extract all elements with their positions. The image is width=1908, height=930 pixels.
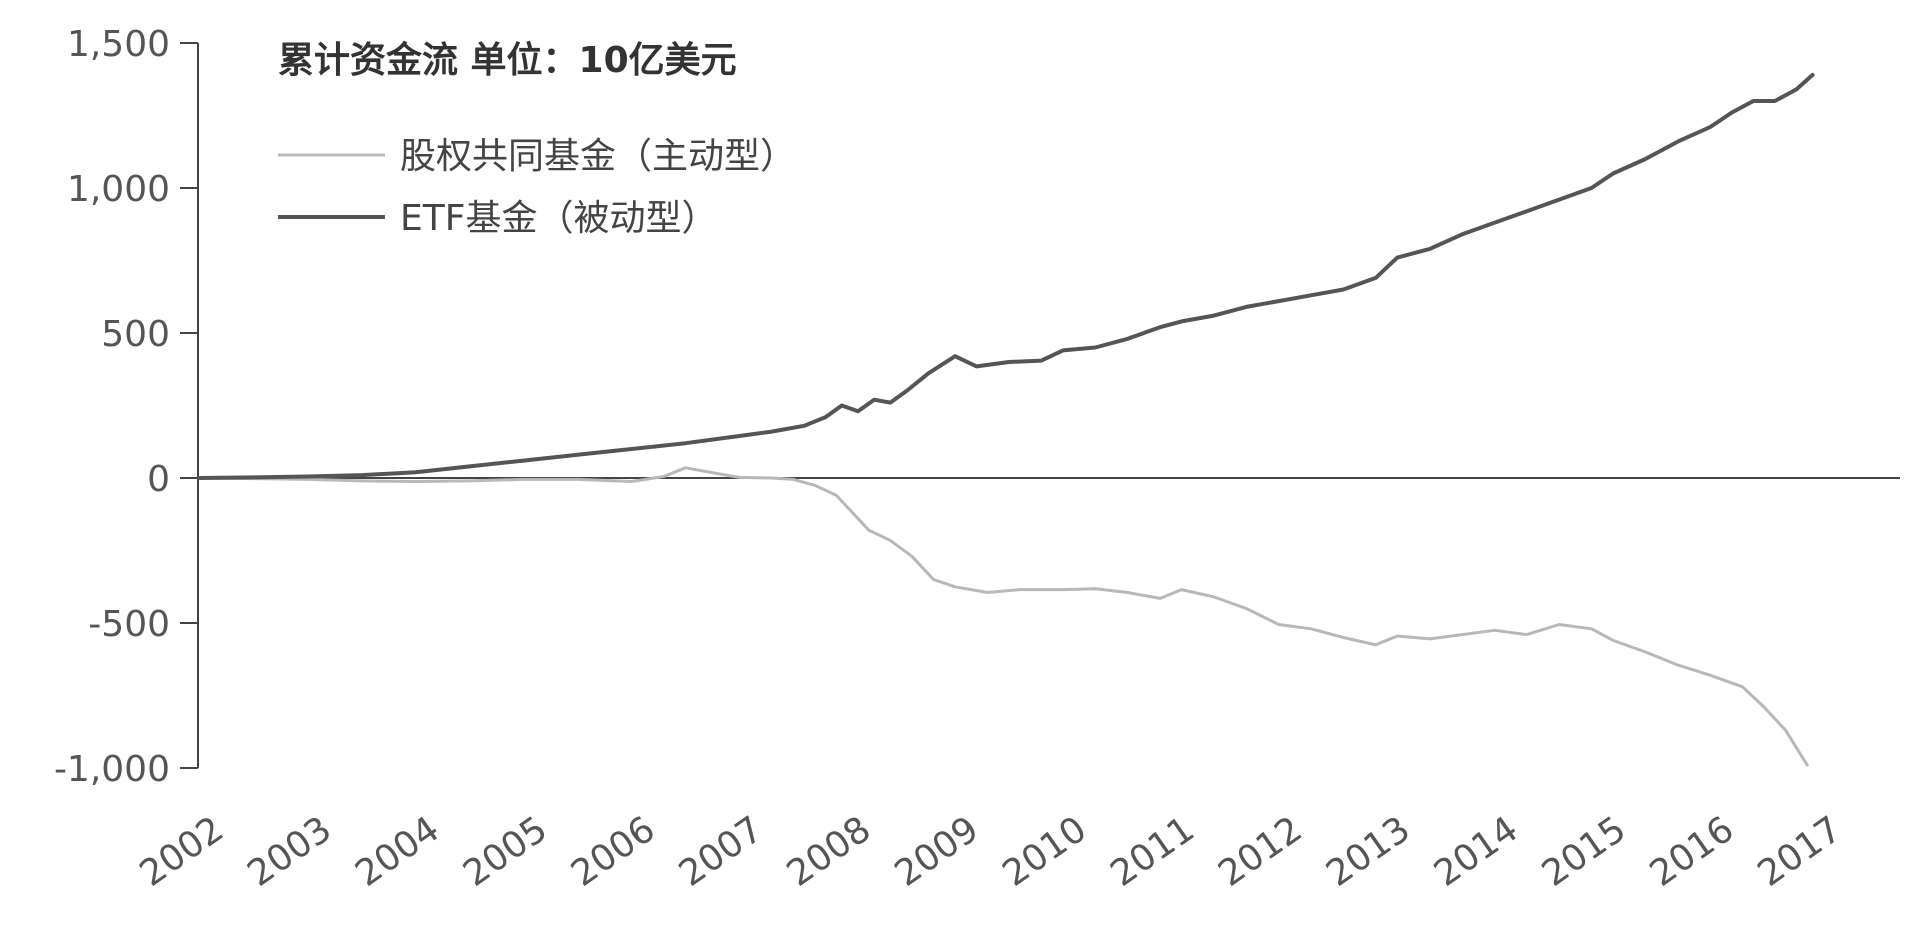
legend-label-active: 股权共同基金（主动型） — [400, 136, 796, 177]
x-tick-label: 2008 — [780, 809, 879, 895]
y-tick-label: -1,000 — [54, 749, 170, 790]
y-tick-label: 500 — [101, 314, 170, 355]
y-tick-label: 1,000 — [67, 169, 170, 210]
x-tick-label: 2004 — [348, 809, 447, 895]
series-layer — [198, 72, 1815, 767]
x-tick-label: 2017 — [1751, 809, 1850, 895]
x-tick-label: 2003 — [240, 809, 339, 895]
x-tick-label: 2010 — [996, 809, 1095, 895]
y-tick-label: 1,500 — [67, 24, 170, 65]
legend: 累计资金流 单位：10亿美元 股权共同基金（主动型） ETF基金（被动型） — [278, 39, 796, 239]
y-tick-label: 0 — [147, 459, 170, 500]
y-tick-label: -500 — [88, 604, 170, 645]
series-line-etf — [198, 72, 1815, 480]
y-axis-ticks: 1,500 1,000 500 0 -500 -1,000 — [54, 24, 198, 790]
x-tick-label: 2011 — [1103, 809, 1202, 895]
x-axis-ticks: 2002 2003 2004 2005 2006 2007 2008 2009 2010 2011… — [133, 809, 1850, 895]
x-tick-label: 2014 — [1427, 809, 1526, 895]
x-tick-label: 2013 — [1319, 809, 1418, 895]
x-tick-label: 2016 — [1643, 809, 1742, 895]
chart-title: 累计资金流 单位：10亿美元 — [278, 39, 737, 81]
x-tick-label: 2012 — [1211, 809, 1310, 895]
x-tick-label: 2015 — [1535, 809, 1634, 895]
x-tick-label: 2002 — [133, 809, 232, 895]
axes — [197, 43, 1900, 768]
series-line-active-funds — [198, 466, 1809, 767]
x-tick-label: 2007 — [672, 809, 771, 895]
x-tick-label: 2005 — [456, 809, 555, 895]
x-tick-label: 2009 — [888, 809, 987, 895]
x-tick-label: 2006 — [564, 809, 663, 895]
legend-label-etf: ETF基金（被动型） — [400, 198, 717, 239]
